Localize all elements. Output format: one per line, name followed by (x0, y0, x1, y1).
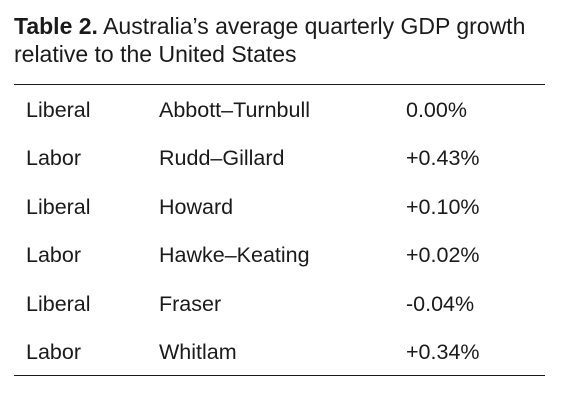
growth-cell: 0.00% (406, 97, 467, 122)
table-row: Labor Rudd–Gillard +0.43% (14, 135, 545, 184)
party-cell: Liberal (26, 97, 91, 122)
table-row: Labor Whitlam +0.34% (14, 329, 545, 378)
party-cell: Liberal (26, 194, 91, 219)
table-row: Labor Hawke–Keating +0.02% (14, 232, 545, 281)
party-cell: Liberal (26, 291, 91, 316)
table-row: Liberal Howard +0.10% (14, 183, 545, 232)
growth-cell: +0.02% (406, 243, 480, 268)
government-cell: Rudd–Gillard (159, 146, 285, 171)
bottom-rule (14, 375, 545, 376)
government-cell: Whitlam (159, 340, 237, 365)
growth-cell: +0.34% (406, 340, 480, 365)
table-row: Liberal Fraser -0.04% (14, 280, 545, 329)
table-number: Table 2. (14, 13, 98, 39)
growth-cell: -0.04% (406, 291, 475, 316)
government-cell: Hawke–Keating (159, 243, 310, 268)
party-cell: Labor (26, 243, 81, 268)
growth-cell: +0.43% (406, 146, 480, 171)
party-cell: Labor (26, 340, 81, 365)
top-rule (14, 84, 545, 85)
table-caption: Table 2. Australia’s average quarterly G… (14, 12, 554, 68)
table-row: Liberal Abbott–Turnbull 0.00% (14, 86, 545, 135)
gdp-table: Liberal Abbott–Turnbull 0.00% Labor Rudd… (14, 86, 545, 377)
government-cell: Abbott–Turnbull (159, 97, 310, 122)
table-title: Australia’s average quarterly GDP growth… (14, 13, 526, 67)
growth-cell: +0.10% (406, 194, 480, 219)
government-cell: Fraser (159, 291, 222, 316)
government-cell: Howard (159, 194, 234, 219)
party-cell: Labor (26, 146, 81, 171)
